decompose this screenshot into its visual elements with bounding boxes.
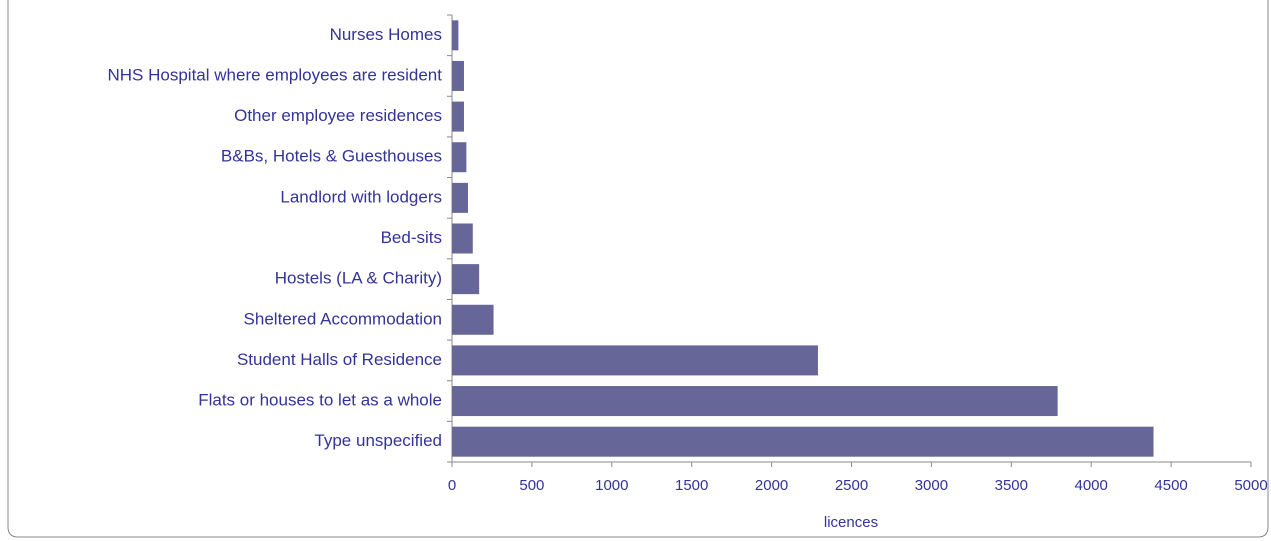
x-tick-label: 2000 (755, 477, 788, 494)
x-tick-label: 1500 (675, 477, 708, 494)
bar (452, 426, 1154, 457)
bar (452, 20, 459, 51)
x-tick-label: 4500 (1154, 477, 1187, 494)
y-tick-label: NHS Hospital where employees are residen… (108, 65, 443, 84)
x-tick-label: 4000 (1075, 477, 1108, 494)
x-tick-label: 3000 (915, 477, 948, 494)
y-tick-label: B&Bs, Hotels & Guesthouses (221, 147, 442, 166)
bar (452, 60, 464, 91)
bar (452, 264, 480, 295)
y-tick-label: Sheltered Accommodation (244, 309, 442, 328)
y-tick-label: Flats or houses to let as a whole (198, 391, 442, 410)
y-tick-label: Other employee residences (234, 106, 442, 125)
x-tick-label: 500 (519, 477, 544, 494)
x-tick-label: 1000 (595, 477, 628, 494)
chart-frame (7, 0, 1269, 538)
y-tick-label: Type unspecified (314, 431, 442, 450)
bar (452, 101, 464, 132)
y-tick-label: Landlord with lodgers (280, 187, 442, 206)
y-tick-label: Hostels (LA & Charity) (275, 269, 442, 288)
y-tick-label: Nurses Homes (330, 25, 442, 44)
bar (452, 304, 494, 335)
y-tick-label: Student Halls of Residence (237, 350, 442, 369)
bar (452, 142, 467, 173)
bar (452, 345, 818, 376)
x-tick-label: 0 (448, 477, 456, 494)
bar (452, 386, 1058, 417)
bar (452, 223, 473, 254)
y-tick-label: Bed-sits (381, 228, 442, 247)
x-tick-label: 5000 (1234, 477, 1267, 494)
x-tick-label: 2500 (835, 477, 868, 494)
x-axis-label: licences (824, 514, 878, 531)
bar (452, 182, 468, 213)
x-tick-label: 3500 (995, 477, 1028, 494)
